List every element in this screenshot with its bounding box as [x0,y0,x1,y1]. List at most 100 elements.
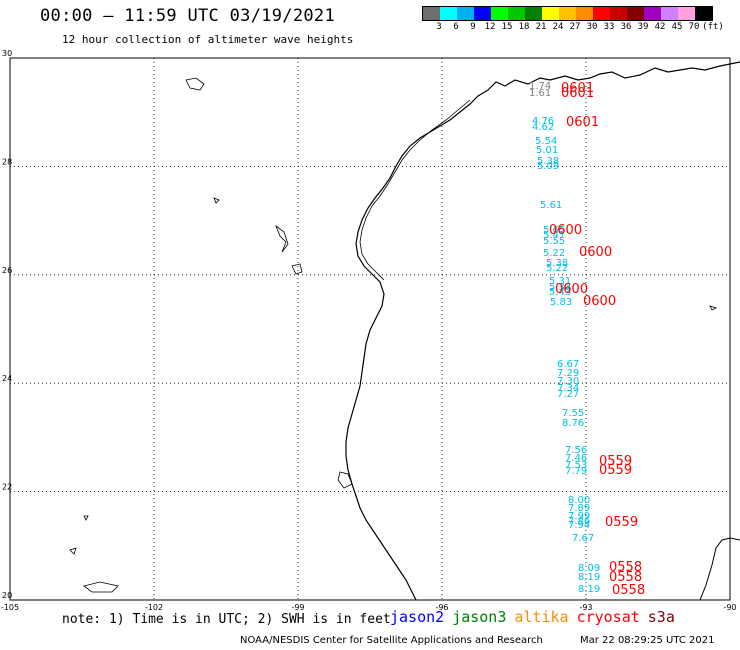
axis-labels: -105 -102 -99 -96 -93 -90 30 28 26 24 22 20 [1,49,737,612]
inland-lake-3 [291,263,303,275]
colorbar-swatch [491,7,508,20]
wave-height-label: 5.55 [543,236,565,247]
colorbar-label: 6 [453,22,459,32]
colorbar-label: 12 [484,22,496,32]
wave-height-label: 6.67 [557,359,579,370]
inland-lake-1 [185,77,205,91]
satellite-legend-item: jason2 [390,608,445,626]
credit-text: NOAA/NESDIS Center for Satellite Applica… [240,635,543,646]
latitude-label: 26 [2,266,12,275]
pass-time-label: 0601 [566,115,599,130]
colorbar-swatch [678,7,695,20]
pass-time-label: 0601 [561,81,594,96]
colorbar-swatch [440,7,457,20]
colorbar-label: 42 [654,22,666,32]
colorbar-label: 36 [620,22,632,32]
wave-height-label: 8.19 [578,584,600,595]
colorbar-label: 45 [671,22,683,32]
wave-height-label: 5.61 [540,200,562,211]
latitude-label: 30 [2,49,12,58]
colorbar-swatch [525,7,542,20]
wave-height-label: 5.47 [543,230,565,241]
colorbar-labels: 3 6 9 12 15 18 21 24 27 30 33 36 39 42 45 70 (ft) [422,22,740,34]
latitude-label: 20 [2,591,12,600]
observation-labels: 1.741.614.764.625.545.015.385.095.615.65… [529,81,645,598]
colorbar-swatch [644,7,661,20]
latitude-label: 24 [2,374,12,383]
colorbar-label: 30 [586,22,598,32]
wave-height-label: 7.86 [568,516,590,527]
wave-height-label: 5.22 [543,248,565,259]
satellite-legend-item: cryosat [576,608,640,626]
island-small-2 [83,515,89,521]
wave-height-label: 5.01 [536,145,558,156]
colorbar-label: 24 [552,22,564,32]
wave-height-label: 8.76 [562,418,584,429]
colorbar-label: 21 [535,22,547,32]
inland-lake-4 [213,197,220,204]
pass-time-label: 0558 [609,570,642,585]
colorbar-swatch [559,7,576,20]
longitude-label: -93 [579,603,592,612]
wave-height-label: 5.38 [546,258,568,269]
wave-height-label: 7.67 [572,533,594,544]
wave-height-label: 8.09 [578,563,600,574]
colorbar-label: 39 [637,22,649,32]
wave-height-label: 7.53 [565,460,587,471]
wave-height-label: 5.31 [549,276,571,287]
latitude-label: 22 [2,483,12,492]
wave-height-label: 5.54 [535,136,557,147]
longitude-label: -105 [1,603,19,612]
wave-height-label: 7.79 [565,466,587,477]
wave-height-label: 7.55 [562,408,584,419]
pass-time-label: 0559 [599,454,632,469]
colorbar-swatch [474,7,491,20]
wave-height-label: 5.83 [550,297,572,308]
colorbar-swatch [627,7,644,20]
colorbar-label: 3 [436,22,442,32]
colorbar-swatch [576,7,593,20]
wave-height-label: 8.00 [568,495,590,506]
wave-height-label: 5.38 [537,156,559,167]
wave-height-colorbar [422,6,713,21]
map-frame [9,57,731,601]
longitude-label: -90 [723,603,736,612]
delta-island [337,471,353,489]
map-title: 00:00 – 11:59 UTC 03/19/2021 [40,6,335,26]
wave-height-label: 7.27 [557,389,579,400]
wave-height-label: 5.22 [546,263,568,274]
wave-height-label: 5.09 [537,161,559,172]
wave-height-label: 5.65 [543,225,565,236]
wave-height-label: 7.34 [557,383,579,394]
pass-time-label: 0558 [609,560,642,575]
pass-time-label: 0559 [599,463,632,478]
satellite-legend: jason2 jason3 altika cryosat s3a [390,608,683,626]
wave-height-label: 5.33 [549,282,571,293]
satellite-legend-item: altika [514,608,569,626]
pass-time-label: 0601 [561,86,594,101]
longitude-label: -99 [291,603,304,612]
wave-height-label: 7.46 [565,453,587,464]
satellite-legend-item: jason3 [452,608,507,626]
latitude-label: 28 [2,157,12,166]
colorbar-label: 15 [501,22,513,32]
colorbar-swatch [423,7,440,20]
colorbar-label: 70 [688,22,700,32]
wave-height-label: 8.19 [578,572,600,583]
island-small-1 [69,547,77,555]
gulf-coastline [345,61,740,601]
map-subtitle: 12 hour collection of altimeter wave hei… [62,33,354,46]
island-south [83,581,119,593]
colorbar-swatch [508,7,525,20]
generated-timestamp: Mar 22 08:29:25 UTC 2021 [580,635,715,646]
footnote: note: 1) Time is in UTC; 2) SWH is in fe… [62,612,391,627]
lat-lon-grid [10,58,730,600]
pass-time-label: 0558 [612,583,645,598]
colorbar-swatch [610,7,627,20]
pass-time-label: 0559 [605,515,638,530]
inland-lake-5 [709,305,718,311]
pass-time-label: 0600 [579,245,612,260]
wave-height-label: 7.56 [565,445,587,456]
wave-height-label: 1.74 [529,81,551,92]
